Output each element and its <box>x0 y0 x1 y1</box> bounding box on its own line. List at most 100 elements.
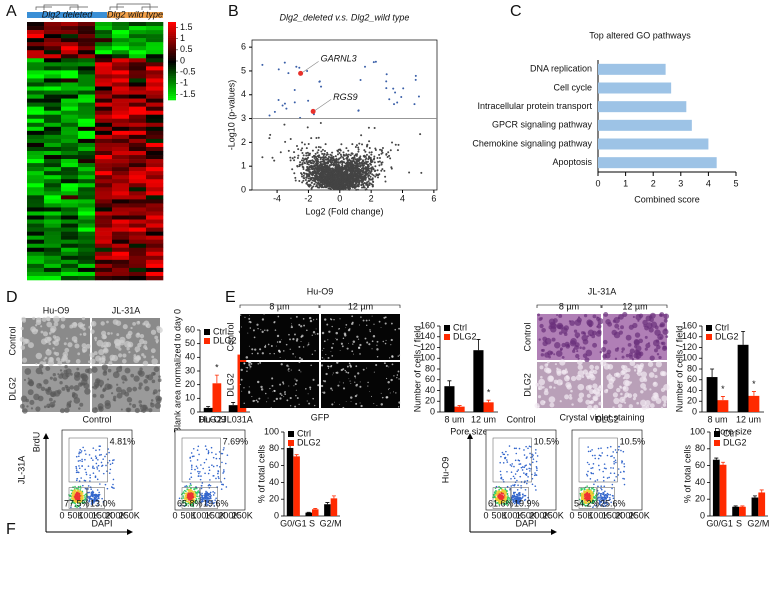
heatmap-cell <box>78 207 96 212</box>
heatmap-cell <box>61 159 79 164</box>
heatmap-cell <box>146 86 164 91</box>
texture <box>329 318 332 320</box>
flow-event <box>209 479 211 481</box>
heatmap-cell <box>112 62 130 67</box>
texture <box>592 395 599 402</box>
background-point <box>316 179 319 182</box>
background-point <box>318 186 321 189</box>
texture <box>614 357 618 360</box>
flow-event <box>100 465 103 467</box>
background-point <box>342 158 345 161</box>
error-bar <box>313 508 318 510</box>
texture <box>360 404 363 408</box>
y-tick-label: 100 <box>690 426 705 436</box>
texture <box>139 338 145 345</box>
background-point <box>313 170 316 173</box>
background-point <box>351 175 354 178</box>
flow-tick-label: 100K <box>78 510 99 520</box>
group-label: Dlg2 wild type <box>107 9 163 19</box>
background-point <box>338 152 341 155</box>
texture <box>582 353 588 359</box>
texture <box>327 357 330 359</box>
background-point <box>302 154 305 157</box>
texture <box>554 363 557 366</box>
background-point <box>356 180 359 183</box>
bar <box>717 400 729 412</box>
heatmap-cell <box>146 271 164 277</box>
texture <box>340 368 343 372</box>
texture <box>398 327 401 330</box>
texture <box>35 319 42 325</box>
heatmap-cell <box>129 46 147 51</box>
heatmap-cell <box>27 134 45 140</box>
flow-event <box>202 467 204 470</box>
background-point <box>316 162 319 165</box>
background-point <box>305 147 308 150</box>
background-point <box>357 169 360 172</box>
heatmap-cell <box>112 138 130 144</box>
texture <box>298 369 301 372</box>
heatmap-cell <box>44 122 62 128</box>
heatmap-cell <box>78 247 96 253</box>
y-tick-label: 30 <box>185 365 195 375</box>
texture <box>53 400 56 403</box>
heatmap-cell <box>78 138 96 144</box>
background-point <box>271 156 274 159</box>
flow-event <box>98 445 101 447</box>
heatmap-cell <box>146 187 164 192</box>
heatmap-cell <box>27 102 45 107</box>
texture <box>248 321 250 323</box>
flow-event <box>211 502 214 504</box>
texture <box>577 357 580 360</box>
texture <box>330 387 333 390</box>
background-point <box>330 154 333 157</box>
texture <box>639 377 645 383</box>
texture <box>78 407 81 410</box>
heatmap-cell <box>44 90 62 95</box>
texture <box>251 348 254 351</box>
heatmap-cell <box>112 167 130 172</box>
background-point <box>301 162 304 165</box>
column-label: 8 µm <box>559 301 579 311</box>
gate-percent: 4.81% <box>110 436 136 446</box>
heatmap-cell <box>95 255 113 261</box>
flow-event <box>112 459 114 462</box>
texture <box>629 348 635 354</box>
texture <box>298 361 301 364</box>
heatmap-cell <box>129 134 147 140</box>
background-point <box>306 181 309 184</box>
heatmap-cell <box>44 235 62 240</box>
flow-event <box>92 472 95 474</box>
background-point <box>359 164 362 167</box>
colorbar-label: 1.5 <box>180 22 193 32</box>
texture <box>274 321 276 323</box>
heatmap-cell <box>44 58 62 63</box>
texture <box>251 395 253 398</box>
texture <box>64 407 70 413</box>
texture <box>106 320 109 324</box>
heatmap-cell <box>95 38 113 43</box>
texture <box>342 382 344 384</box>
heatmap-cell <box>44 151 62 156</box>
texture <box>157 378 162 383</box>
texture <box>344 334 347 337</box>
flow-event <box>70 495 72 498</box>
y-axis-label: Number of cells / field <box>674 326 684 413</box>
x-tick-label: 4 <box>400 193 405 203</box>
y-tick-label: 0 <box>274 510 279 520</box>
background-point <box>308 179 311 182</box>
category-label: GPCR signaling pathway <box>492 120 593 130</box>
texture <box>330 351 332 352</box>
x-tick-label: 12 um <box>736 414 761 424</box>
background-point <box>323 182 326 185</box>
texture <box>559 359 566 366</box>
texture <box>388 366 390 368</box>
texture <box>69 324 74 329</box>
texture <box>79 402 84 407</box>
y-tick-label: 140 <box>682 331 697 341</box>
background-point <box>287 72 290 75</box>
background-point <box>372 174 375 177</box>
heatmap-cell <box>61 42 79 47</box>
flow-event <box>215 453 217 455</box>
texture <box>294 405 297 408</box>
